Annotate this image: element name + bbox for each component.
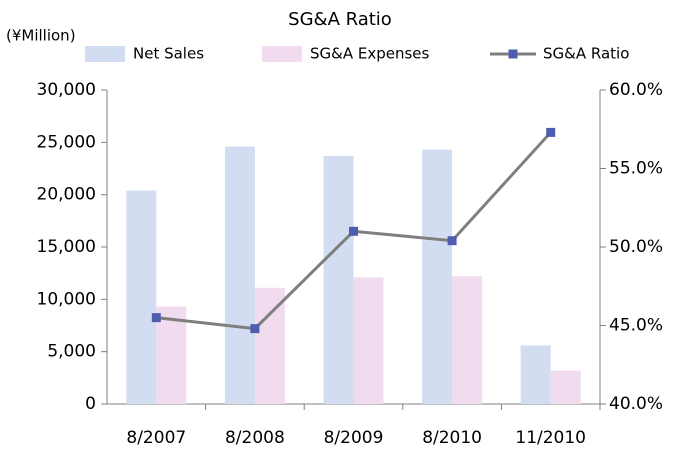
bar xyxy=(422,149,453,404)
y-tick-label: 5,000 xyxy=(47,342,96,362)
bar xyxy=(254,287,285,404)
y-tick-label: 30,000 xyxy=(37,80,96,100)
bar xyxy=(156,306,187,404)
bar xyxy=(323,155,354,404)
legend-swatch xyxy=(262,46,302,62)
bar xyxy=(224,146,255,404)
bar xyxy=(550,370,581,404)
bar xyxy=(452,276,483,404)
y2-tick-label: 40.0% xyxy=(609,394,663,414)
bar xyxy=(126,190,157,404)
x-tick-label: 8/2010 xyxy=(422,428,482,448)
y2-tick-label: 50.0% xyxy=(609,237,663,257)
line-marker xyxy=(546,127,556,137)
x-tick-label: 8/2009 xyxy=(324,428,384,448)
y-tick-label: 20,000 xyxy=(37,185,96,205)
y-tick-label: 15,000 xyxy=(37,237,96,257)
legend-swatch xyxy=(85,46,125,62)
x-tick-label: 8/2008 xyxy=(225,428,285,448)
bar xyxy=(520,345,551,404)
y-tick-label: 10,000 xyxy=(37,289,96,309)
line-marker xyxy=(151,313,161,323)
chart-title: SG&A Ratio xyxy=(288,9,392,30)
legend-label: Net Sales xyxy=(133,45,204,63)
legend-label: SG&A Ratio xyxy=(543,45,629,63)
x-tick-label: 8/2007 xyxy=(126,428,186,448)
y-tick-label: 25,000 xyxy=(37,132,96,152)
y-tick-label: 0 xyxy=(85,394,96,414)
y2-tick-label: 55.0% xyxy=(609,159,663,179)
line-marker xyxy=(447,236,457,246)
y2-tick-label: 60.0% xyxy=(609,80,663,100)
y2-tick-label: 45.0% xyxy=(609,316,663,336)
legend-marker xyxy=(508,49,518,59)
line-marker xyxy=(250,324,260,334)
line-marker xyxy=(349,226,358,236)
x-tick-label: 11/2010 xyxy=(515,428,586,448)
bar xyxy=(353,277,384,404)
y-axis-label: (¥Million) xyxy=(6,27,76,45)
legend-label: SG&A Expenses xyxy=(310,45,430,63)
